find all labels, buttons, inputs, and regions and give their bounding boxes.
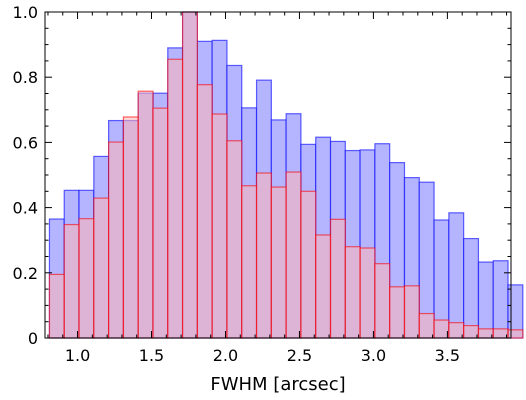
bar-series-1-bin-5 (122, 116, 139, 339)
bar-series-0-bin-29 (477, 261, 494, 339)
x-axis-ticks: 1.0 1.5 2.0 2.5 3.0 3.5 (47, 12, 508, 365)
bar-series-1-bin-31 (507, 329, 524, 339)
y-tick-label: 1.0 (13, 3, 38, 22)
bar-series-0-bin-28 (463, 237, 480, 339)
bar-series-1-bin-19 (329, 218, 346, 339)
bar-series-1-bin-14 (255, 172, 272, 339)
x-tick-label: 2.0 (213, 346, 238, 365)
bar-series-1-bin-21 (359, 247, 376, 339)
bar-series-1-bin-9 (181, 11, 198, 339)
x-tick-label: 1.5 (139, 346, 164, 365)
bar-series-1-bin-23 (389, 286, 406, 339)
bar-series-1-bin-29 (477, 328, 494, 339)
bar-series-1-bin-4 (108, 141, 125, 339)
y-tick-label: 0.6 (13, 133, 38, 152)
bar-series-1-bin-13 (241, 185, 258, 339)
y-tick-label: 0.2 (13, 264, 38, 283)
bar-series-1-bin-3 (93, 197, 110, 339)
x-tick-label: 1.0 (65, 346, 90, 365)
bar-series-1-bin-30 (492, 328, 509, 339)
bar-series-1-bin-12 (226, 140, 243, 339)
bar-series-1-bin-15 (270, 186, 287, 339)
y-tick-label: 0.4 (13, 199, 38, 218)
bar-series-1-bin-1 (63, 223, 80, 339)
bar-series-1-bin-25 (418, 312, 435, 339)
bar-series-1-bin-10 (196, 84, 213, 339)
bar-series-1-bin-17 (300, 190, 317, 339)
x-tick-label: 2.5 (287, 346, 312, 365)
bar-series-1-bin-28 (463, 325, 480, 339)
bar-series-1-bin-16 (285, 171, 302, 339)
bar-series-1-bin-2 (78, 218, 95, 339)
bar-series-1-bin-27 (448, 322, 465, 339)
y-axis-ticks: 0 0.2 0.4 0.6 0.8 1.0 (13, 3, 511, 348)
bar-series-0-bin-27 (448, 212, 465, 339)
y-tick-label: 0.8 (13, 68, 38, 87)
bar-series-1-bin-7 (152, 107, 169, 339)
bar-series-1-bin-26 (433, 319, 450, 339)
bar-series-1-bin-6 (137, 90, 154, 339)
y-tick-label: 0 (28, 329, 38, 348)
bar-series-1-bin-20 (344, 246, 361, 339)
bar-series-1-bin-22 (374, 263, 391, 339)
bar-series-1-bin-8 (167, 58, 184, 339)
bar-series-1-bin-11 (211, 113, 228, 339)
bar-series-1-bin-0 (48, 273, 65, 339)
bar-series-1-bin-24 (403, 285, 420, 339)
x-tick-label: 3.5 (435, 346, 460, 365)
x-tick-label: 3.0 (361, 346, 386, 365)
x-axis-label: FWHM [arcsec] (210, 374, 345, 395)
bar-series-1-bin-18 (315, 234, 332, 339)
